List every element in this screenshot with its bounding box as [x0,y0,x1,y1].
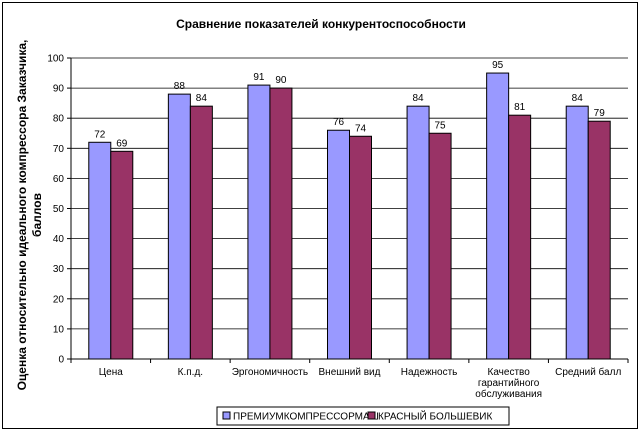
data-label-series2-cat6: 81 [514,102,526,113]
bar-series1-cat4 [327,129,350,360]
data-label-series1-cat4: 76 [333,117,345,128]
bar-series2-cat7 [587,120,611,360]
data-label-series2-cat1: 69 [116,138,128,149]
legend-box [216,406,510,426]
y-tick-label-20: 20 [53,294,65,305]
data-label-series1-cat2: 88 [174,81,186,92]
legend-label-krasny-bolshevik: КРАСНЫЙ БОЛЬШЕВИК [378,410,492,423]
bar-chart: Сравнение показателей конкурентоспособно… [15,17,629,426]
x-tick-label-cat5: Надежность [401,367,458,378]
bar-series1-cat6 [486,72,510,360]
y-tick-label-10: 10 [53,324,65,335]
y-tick-label-0: 0 [58,355,64,366]
data-label-series2-cat5: 75 [435,120,447,131]
legend: ПРЕМИУМКОМПРЕССОРМАШ КРАСНЫЙ БОЛЬШЕВИК [216,406,510,426]
bar-series2-cat6 [508,114,532,360]
bar-series2-cat5 [428,132,452,360]
data-label-series1-cat7: 84 [572,93,584,104]
data-label-series1-cat1: 72 [94,129,106,140]
x-axis-tick-labels: Цена К.п.д. Эргономичность Внешний вид Надеж… [99,366,622,400]
bar-series2-cat3 [269,87,293,360]
y-tick-label-40: 40 [53,234,65,245]
bar-series1-cat5 [406,105,430,360]
legend-swatch-premiumkompressormash [222,411,231,420]
data-label-series2-cat2: 84 [196,93,208,104]
x-tick-label-cat3: Эргономичность [232,367,308,378]
y-tick-label-50: 50 [53,204,65,215]
data-label-series2-cat3: 90 [275,75,287,86]
bar-series1-cat7 [565,105,589,360]
x-tick-label-cat7: Средний балл [555,366,621,378]
data-label-series2-cat4: 74 [355,123,367,134]
y-axis-title: Оценка относительно идеального компрессо… [15,40,44,391]
bar-series2-cat4 [349,135,372,360]
x-tick-label-cat2: К.п.д. [178,367,203,378]
bar-series1-cat2 [167,93,191,360]
bar-series2-cat1 [110,150,134,360]
y-tick-label-30: 30 [53,264,65,275]
legend-label-premiumkompressormash: ПРЕМИУМКОМПРЕССОРМАШ [233,412,379,423]
data-label-series1-cat5: 84 [413,93,425,104]
data-label-series1-cat6: 95 [492,60,504,71]
data-labels: 72 69 88 84 91 90 76 74 84 75 95 81 84 79 [94,60,605,149]
chart-frame: Сравнение показателей конкурентоспособно… [2,2,638,429]
x-tick-label-cat1: Цена [99,367,123,378]
y-tick-label-60: 60 [53,174,65,185]
bar-series1-cat3 [247,84,271,360]
chart-title: Сравнение показателей конкурентоспособно… [176,17,466,31]
bar-series2-cat2 [189,105,213,360]
legend-swatch-krasny-bolshevik [367,411,376,420]
y-tick-label-100: 100 [47,54,64,65]
y-tick-label-70: 70 [53,144,65,155]
y-tick-label-80: 80 [53,114,65,125]
data-label-series1-cat3: 91 [253,72,265,83]
x-tick-label-cat4: Внешний вид [319,367,381,378]
data-label-series2-cat7: 79 [594,108,606,119]
bar-series1-cat1 [88,141,112,360]
x-tick-label-cat6: Качество гарантийного обслуживания [475,367,542,400]
y-tick-label-90: 90 [53,84,65,95]
bars [88,72,611,360]
